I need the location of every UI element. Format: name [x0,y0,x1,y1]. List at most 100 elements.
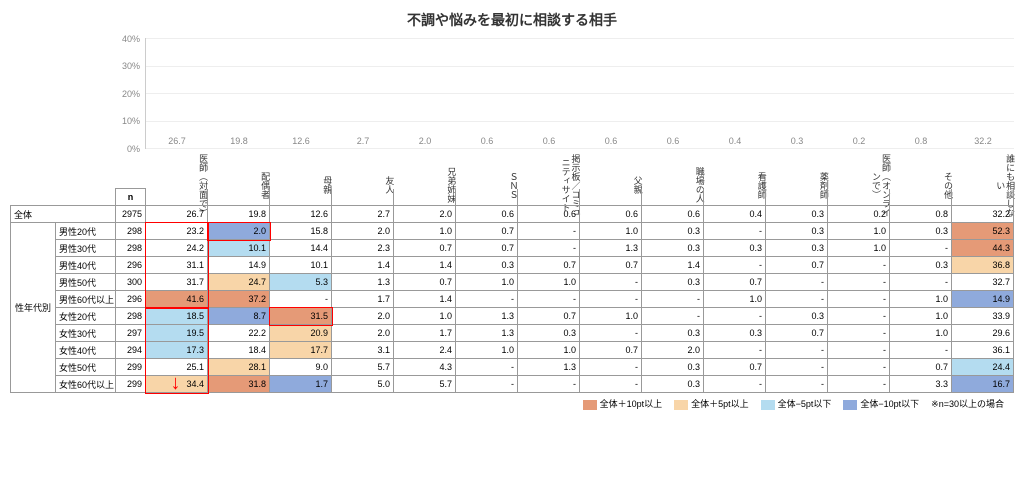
bar-value-label: 0.6 [481,136,494,146]
data-cell: - [828,359,890,376]
table-wrap: n全体297526.719.812.62.72.00.60.60.60.60.4… [10,188,1014,393]
data-cell: - [518,376,580,393]
bar-value-label: 26.7 [168,136,186,146]
bar-chart: 0%10%20%30%40% 26.719.812.62.72.00.60.60… [115,38,1014,188]
total-cell: 26.7 [146,206,208,223]
data-cell: - [766,291,828,308]
row-n: 298 [116,223,146,240]
data-cell: 1.0 [828,223,890,240]
data-cell: 1.0 [890,291,952,308]
data-cell: - [828,308,890,325]
data-cell: - [704,308,766,325]
data-cell: 1.0 [456,342,518,359]
data-cell: 24.4 [952,359,1014,376]
data-cell: - [890,342,952,359]
data-cell: 33.9 [952,308,1014,325]
bar-value-label: 32.2 [974,136,992,146]
data-cell: 0.3 [642,240,704,257]
data-cell: 1.0 [580,308,642,325]
data-cell: 1.0 [518,342,580,359]
data-cell: 37.2 [208,291,270,308]
bar-value-label: 0.6 [667,136,680,146]
data-cell: - [766,359,828,376]
row-label: 男性20代 [56,223,116,240]
data-cell: 24.2 [146,240,208,257]
data-cell: - [828,325,890,342]
group-label: 性年代別 [11,223,56,393]
data-cell: 0.3 [642,325,704,342]
bar-value-label: 0.8 [915,136,928,146]
data-cell: - [580,325,642,342]
row-label: 男性40代 [56,257,116,274]
data-cell: 2.0 [332,308,394,325]
data-cell: - [642,308,704,325]
data-cell: 29.6 [952,325,1014,342]
total-cell: 0.2 [828,206,890,223]
data-cell: 0.7 [890,359,952,376]
total-cell: 19.8 [208,206,270,223]
data-cell: 0.7 [394,240,456,257]
data-cell: 31.8 [208,376,270,393]
row-n: 300 [116,274,146,291]
n-header: n [116,189,146,206]
data-cell: 0.3 [704,240,766,257]
row-n: 296 [116,291,146,308]
bar-value-label: 0.2 [853,136,866,146]
data-cell: 1.7 [332,291,394,308]
data-cell: 2.4 [394,342,456,359]
data-cell: 20.9 [270,325,332,342]
total-cell: 0.6 [518,206,580,223]
data-cell: 1.3 [456,325,518,342]
bar-value-label: 0.6 [543,136,556,146]
legend-note: ※n=30以上の場合 [931,397,1004,410]
total-label: 全体 [11,206,116,223]
data-cell: 17.3 [146,342,208,359]
data-cell: 10.1 [208,240,270,257]
data-cell: 15.8 [270,223,332,240]
total-cell: 0.6 [580,206,642,223]
data-cell: - [456,376,518,393]
data-cell: 36.1 [952,342,1014,359]
data-cell: 0.3 [766,240,828,257]
data-cell: 0.7 [456,223,518,240]
data-cell: 9.0 [270,359,332,376]
data-cell: 2.0 [642,342,704,359]
total-cell: 0.3 [766,206,828,223]
data-cell: 18.5 [146,308,208,325]
data-cell: - [890,274,952,291]
data-cell: 16.7 [952,376,1014,393]
data-cell: 2.0 [332,325,394,342]
data-cell: 41.6 [146,291,208,308]
data-cell: 0.7 [580,257,642,274]
data-cell: 1.0 [890,325,952,342]
bar-value-label: 0.3 [791,136,804,146]
data-cell: 0.7 [518,308,580,325]
data-cell: - [704,342,766,359]
data-cell: 1.3 [456,308,518,325]
row-label: 男性60代以上 [56,291,116,308]
legend-item: 全体−5pt以下 [761,397,832,410]
data-cell: 0.7 [518,257,580,274]
data-cell: - [704,376,766,393]
data-cell: - [828,291,890,308]
data-cell: - [766,376,828,393]
data-cell: 1.7 [394,325,456,342]
data-cell: 0.3 [766,223,828,240]
data-cell: 23.2 [146,223,208,240]
data-cell: 2.0 [208,223,270,240]
chart-title: 不調や悩みを最初に相談する相手 [10,10,1014,30]
data-cell: - [828,257,890,274]
legend-item: 全体＋5pt以上 [674,397,749,410]
data-cell: 1.3 [580,240,642,257]
data-cell: 1.4 [332,257,394,274]
data-cell: 0.3 [704,325,766,342]
row-n: 296 [116,257,146,274]
data-cell: 0.3 [642,376,704,393]
data-cell: 17.7 [270,342,332,359]
bar-value-label: 2.7 [357,136,370,146]
data-cell: - [890,240,952,257]
total-cell: 12.6 [270,206,332,223]
total-n: 2975 [116,206,146,223]
data-cell: 0.7 [394,274,456,291]
data-cell: 1.7 [270,376,332,393]
